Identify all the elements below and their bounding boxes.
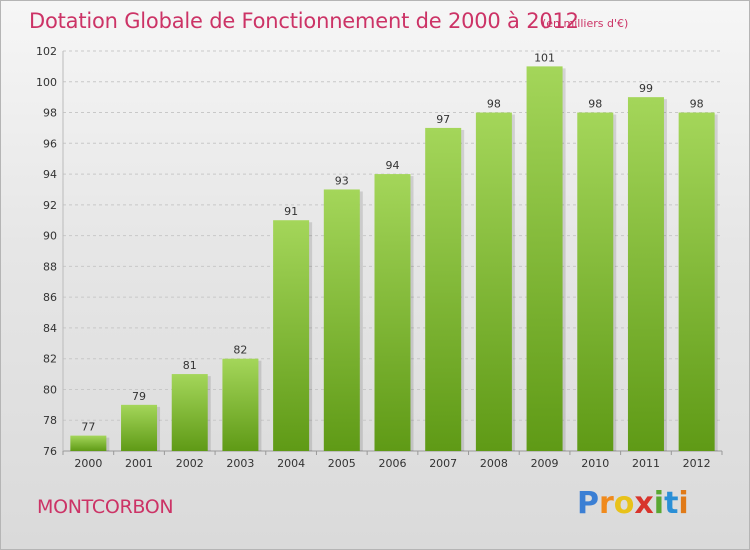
bar-2011 bbox=[627, 97, 664, 452]
x-tick-label: 2012 bbox=[683, 457, 711, 470]
y-tick-label: 78 bbox=[43, 414, 57, 427]
logo-letter: i bbox=[678, 486, 689, 521]
logo-letter: r bbox=[599, 486, 614, 521]
x-tick-label: 2007 bbox=[429, 457, 457, 470]
x-tick-label: 2000 bbox=[74, 457, 102, 470]
logo-letter: t bbox=[664, 486, 679, 521]
x-tick-label: 2002 bbox=[176, 457, 204, 470]
logo-letter: o bbox=[613, 486, 635, 521]
x-axis-ticks: 2000 2001 2002 2003 2004 2005 2006 2007 2008 2009… bbox=[62, 451, 723, 470]
y-tick-label: 92 bbox=[43, 199, 57, 212]
bar-2001 bbox=[121, 404, 158, 451]
bar-2003 bbox=[222, 358, 259, 451]
bar-2002 bbox=[171, 374, 208, 451]
y-tick-label: 94 bbox=[43, 168, 57, 181]
y-tick-label: 76 bbox=[43, 445, 57, 458]
bar-2007 bbox=[425, 127, 462, 451]
y-tick-label: 82 bbox=[43, 353, 57, 366]
data-label: 98 bbox=[588, 98, 602, 111]
data-label: 101 bbox=[534, 51, 555, 64]
bar-2000 bbox=[70, 435, 107, 451]
y-tick-label: 80 bbox=[43, 383, 57, 396]
bar-2012 bbox=[678, 112, 715, 452]
y-tick-label: 90 bbox=[43, 230, 57, 243]
data-label: 99 bbox=[639, 82, 653, 95]
x-tick-label: 2008 bbox=[480, 457, 508, 470]
data-label: 94 bbox=[386, 159, 400, 172]
data-label: 91 bbox=[284, 205, 298, 218]
data-label: 93 bbox=[335, 174, 349, 187]
bar-2008 bbox=[475, 112, 512, 452]
logo-letter: P bbox=[577, 486, 599, 521]
logo-letter: x bbox=[634, 486, 654, 521]
data-label: 79 bbox=[132, 390, 146, 403]
x-tick-label: 2004 bbox=[277, 457, 305, 470]
data-label: 97 bbox=[436, 113, 450, 126]
y-tick-label: 88 bbox=[43, 260, 57, 273]
y-tick-label: 100 bbox=[36, 76, 57, 89]
x-tick-label: 2003 bbox=[226, 457, 254, 470]
x-tick-label: 2001 bbox=[125, 457, 153, 470]
logo-letter: i bbox=[653, 486, 665, 521]
y-tick-label: 102 bbox=[36, 45, 57, 58]
data-label: 77 bbox=[81, 421, 95, 434]
y-tick-label: 84 bbox=[43, 322, 57, 335]
data-label: 81 bbox=[183, 359, 197, 372]
y-tick-label: 96 bbox=[43, 137, 57, 150]
bar-2010 bbox=[577, 112, 614, 452]
x-tick-label: 2011 bbox=[632, 457, 660, 470]
chart-subtitle: (en milliers d'€) bbox=[542, 17, 629, 30]
chart-title: Dotation Globale de Fonctionnement de 20… bbox=[29, 9, 579, 33]
bar-2006 bbox=[374, 174, 411, 452]
bar-2005 bbox=[323, 189, 360, 451]
data-labels: 77 79 81 82 91 93 94 97 98 101 98 99 98 bbox=[81, 51, 703, 433]
y-axis-ticks: 76 78 80 82 84 86 88 90 92 94 96 98 100 102 bbox=[36, 45, 57, 458]
proxiti-logo[interactable]: Proxiti bbox=[577, 486, 689, 521]
data-label: 98 bbox=[690, 98, 704, 111]
commune-name: MONTCORBON bbox=[37, 496, 174, 518]
data-label: 82 bbox=[233, 344, 247, 357]
bar-2009 bbox=[526, 66, 563, 451]
bar-2004 bbox=[273, 220, 310, 451]
x-tick-label: 2009 bbox=[531, 457, 559, 470]
x-tick-label: 2010 bbox=[581, 457, 609, 470]
bars bbox=[70, 66, 718, 452]
y-tick-label: 98 bbox=[43, 107, 57, 120]
x-tick-label: 2005 bbox=[328, 457, 356, 470]
x-tick-label: 2006 bbox=[379, 457, 407, 470]
y-tick-label: 86 bbox=[43, 291, 57, 304]
data-label: 98 bbox=[487, 98, 501, 111]
